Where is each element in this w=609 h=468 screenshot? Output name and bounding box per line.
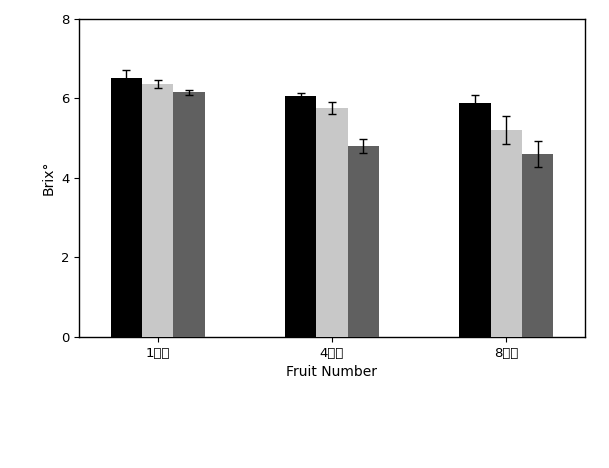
Bar (348, 146, 379, 337)
Y-axis label: Brix°: Brix° (41, 161, 55, 195)
Bar (285, 96, 316, 337)
Bar (459, 103, 490, 337)
X-axis label: Fruit Number: Fruit Number (286, 365, 378, 379)
Bar (111, 78, 142, 337)
Bar (522, 154, 553, 337)
Bar (316, 108, 348, 337)
Bar (490, 130, 522, 337)
Bar (142, 84, 174, 337)
Legend: 0day, 9days after storage at 20C(Control), 9days after storage at 20C(1-MCP trea: 0day, 9days after storage at 20C(Control… (153, 373, 456, 441)
Bar (174, 92, 205, 337)
